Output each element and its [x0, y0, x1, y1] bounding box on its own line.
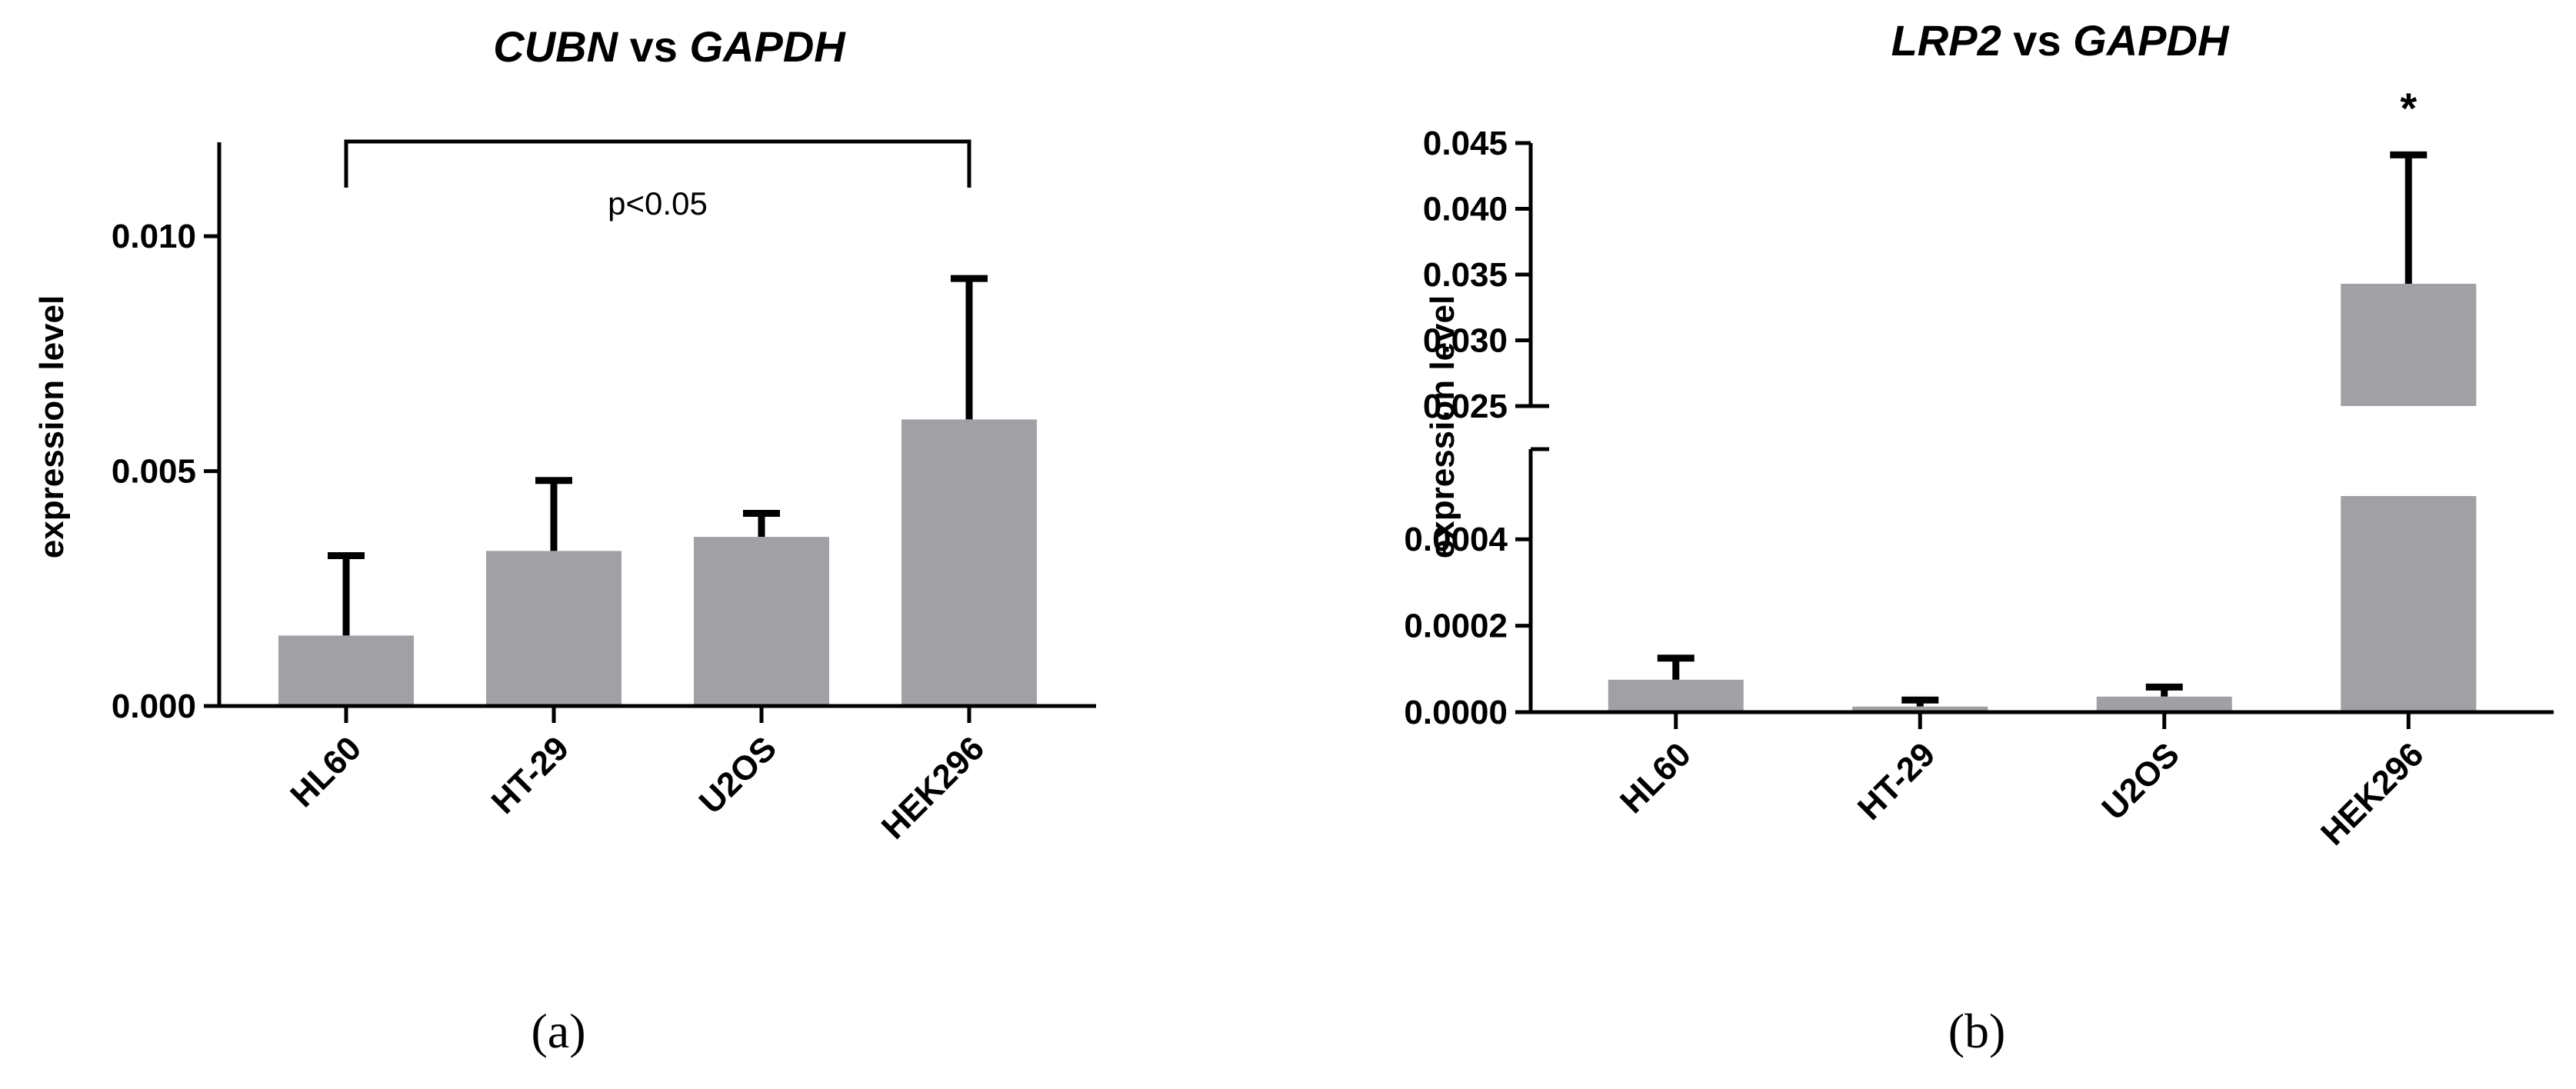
chart-b-y-tick-label: 0.0004 — [1404, 521, 1508, 558]
chart-b-y-tick-label: 0.0000 — [1404, 694, 1508, 731]
chart-b-title: LRP2 vs GAPDH — [1891, 16, 2230, 65]
chart-a-significance-label: p<0.05 — [608, 185, 708, 221]
chart-a-bar — [901, 419, 1037, 706]
chart-b-panel-label: (b) — [1948, 1004, 2006, 1058]
chart-b-bar — [1852, 706, 1988, 712]
chart-a-y-tick-label: 0.010 — [112, 218, 196, 255]
chart-b-y-tick-label: 0.045 — [1423, 125, 1508, 162]
chart-b-y-axis-label: expression level — [1424, 295, 1461, 558]
chart-a-title: CUBN vs GAPDH — [493, 22, 846, 71]
chart-a-panel-label: (a) — [531, 1004, 585, 1058]
chart-a-bar — [278, 635, 414, 706]
chart-b-bar — [2096, 696, 2232, 712]
chart-b-significance-marker: * — [2400, 84, 2417, 132]
chart-a-significance-bracket — [344, 139, 971, 188]
chart-b-y-tick-label: 0.0002 — [1404, 608, 1508, 645]
chart-b-bar — [1608, 679, 1744, 712]
chart-a-y-tick-label: 0.000 — [112, 688, 196, 725]
chart-b-y-tick-label: 0.040 — [1423, 191, 1508, 228]
chart-a-bar — [486, 551, 622, 706]
chart-b-bar — [2341, 496, 2477, 712]
chart-a-y-tick-label: 0.005 — [112, 453, 196, 491]
chart-a-y-axis-label: expression level — [33, 295, 71, 558]
chart-a-bar — [694, 537, 829, 706]
chart-b-y-tick-label: 0.030 — [1423, 322, 1508, 360]
chart-b-y-tick-label: 0.025 — [1423, 388, 1508, 425]
chart-b-bar-upper — [2341, 283, 2477, 406]
chart-b-y-tick-label: 0.035 — [1423, 256, 1508, 294]
